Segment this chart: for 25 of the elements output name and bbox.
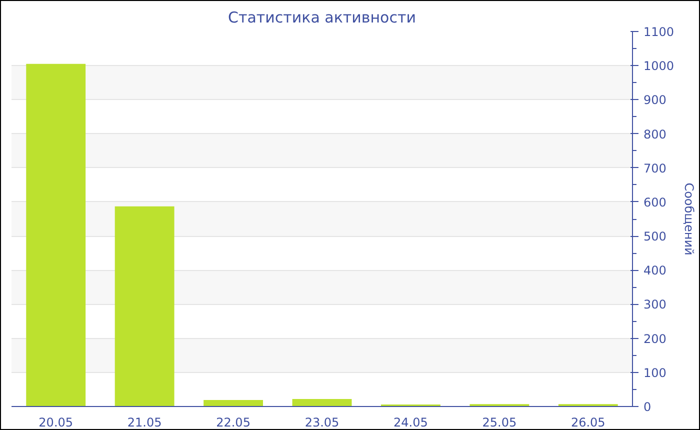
bar: [204, 400, 264, 406]
x-tick-label: 24.05: [394, 416, 428, 430]
y-tick-label: 1000: [644, 59, 674, 74]
x-tick-label: 23.05: [304, 416, 340, 430]
y-tick-label: 0: [644, 400, 652, 414]
chart-title: Статистика активности: [228, 8, 416, 26]
x-tick-label: 20.05: [38, 416, 74, 430]
y-tick-label: 500: [644, 230, 666, 244]
x-tick-label: 22.05: [216, 416, 250, 430]
y-tick-label: 700: [644, 161, 666, 176]
x-tick-label: 26.05: [570, 416, 606, 430]
bar: [114, 206, 174, 406]
y-tick-label: 800: [644, 127, 666, 142]
y-tick-label: 300: [644, 298, 666, 312]
y-tick-label: 900: [644, 93, 666, 108]
x-tick-label: 25.05: [482, 416, 517, 430]
y-tick-label: 600: [644, 195, 666, 210]
bar: [26, 64, 86, 406]
y-axis-title: Сообщений: [682, 182, 696, 256]
y-tick-label: 100: [644, 366, 666, 380]
y-tick-label: 1100: [644, 25, 674, 39]
y-tick-label: 200: [644, 332, 666, 346]
x-tick-label: 21.05: [127, 416, 162, 430]
y-tick-label: 400: [644, 264, 666, 278]
bar: [292, 399, 352, 406]
